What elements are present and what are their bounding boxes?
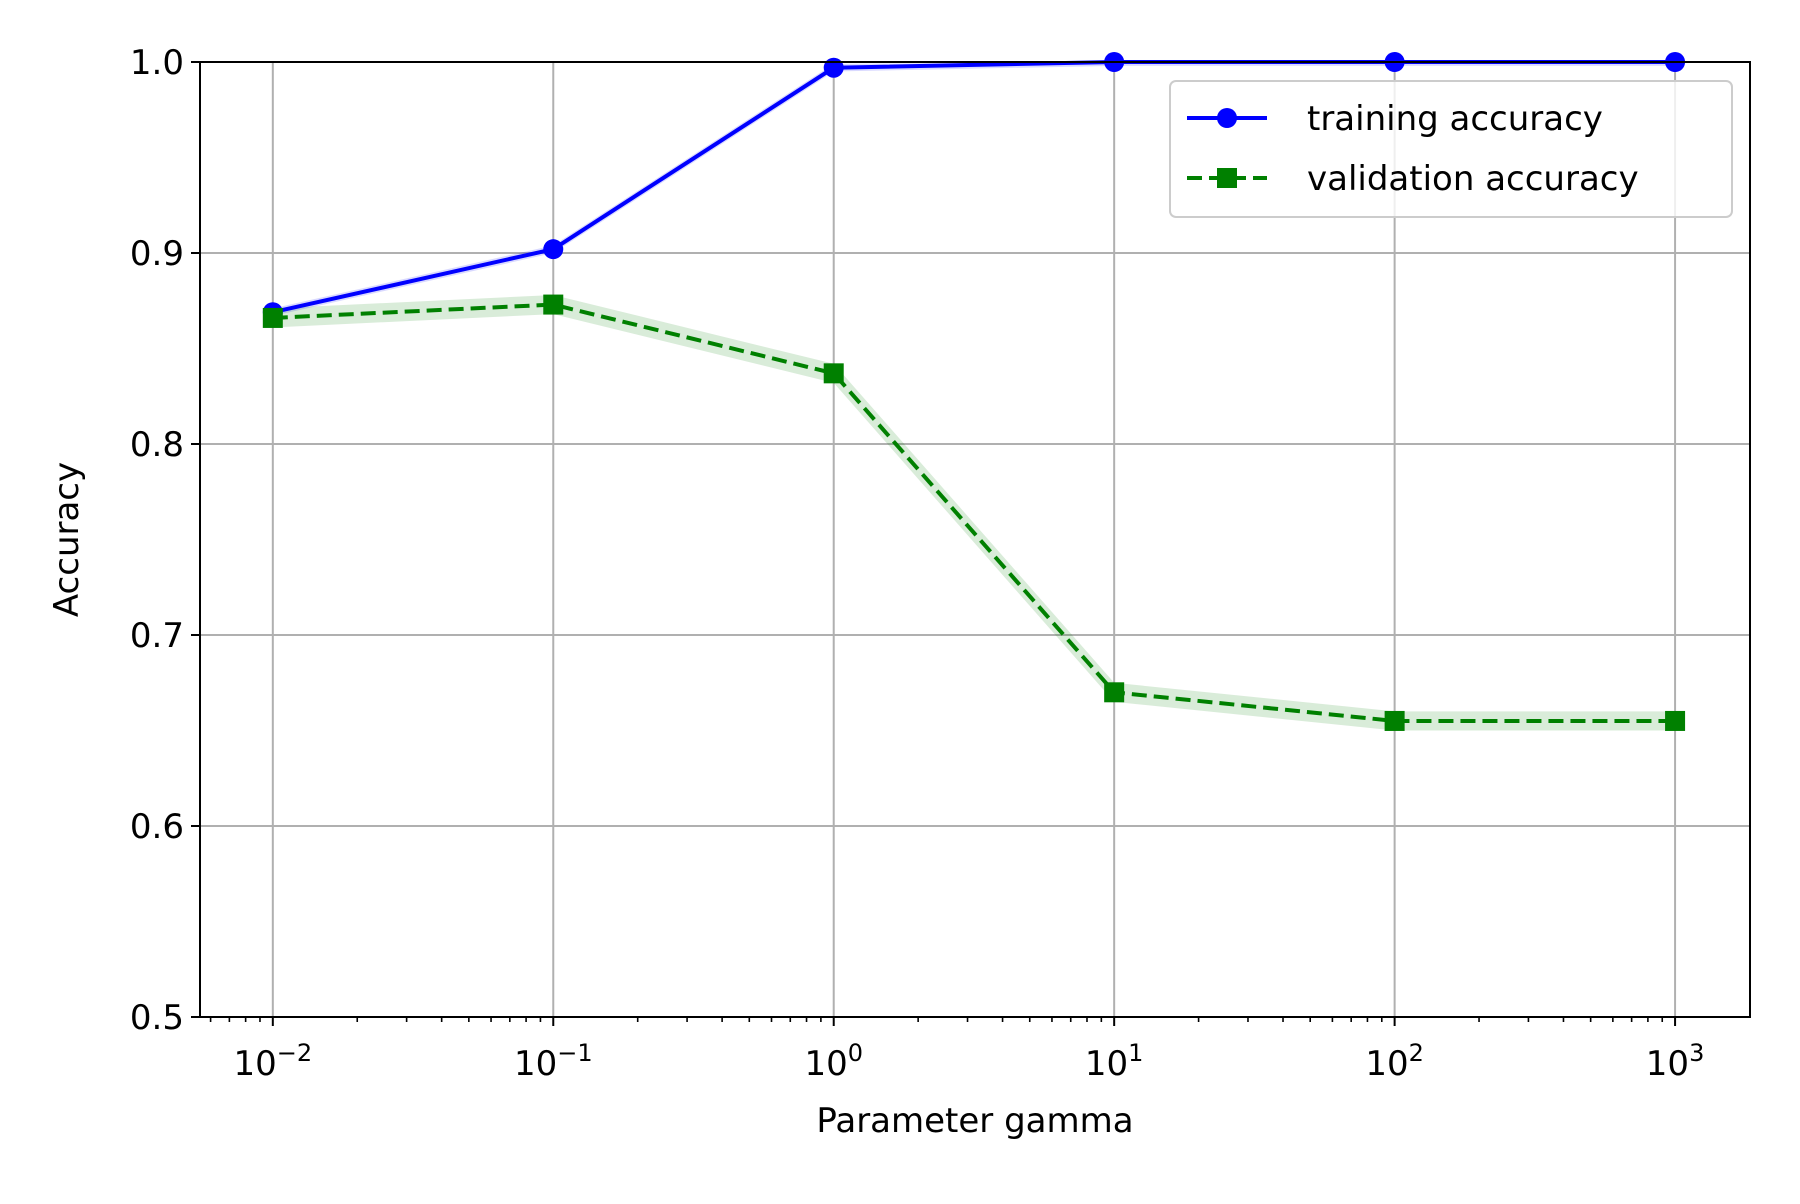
validation-point xyxy=(1104,682,1125,703)
training-point xyxy=(543,239,564,260)
x-tick-label: 103 xyxy=(1646,1039,1705,1084)
x-axis-title: Parameter gamma xyxy=(816,1101,1133,1141)
validation-point xyxy=(823,363,844,384)
x-tick-base: 10 xyxy=(233,1044,276,1084)
validation-point xyxy=(262,307,283,328)
x-tick-exponent: −2 xyxy=(277,1039,312,1067)
x-tick-label: 102 xyxy=(1365,1039,1424,1084)
training-legend-marker xyxy=(1217,108,1237,128)
x-tick-base: 10 xyxy=(1365,1044,1408,1084)
series-markers xyxy=(262,52,1686,731)
plot-frame xyxy=(199,61,1751,1018)
x-tick-base: 10 xyxy=(1085,1044,1128,1084)
x-tick-label: 101 xyxy=(1085,1039,1144,1084)
y-tick-label: 0.7 xyxy=(130,616,184,656)
x-tick-exponent: −1 xyxy=(557,1039,592,1067)
validation-point xyxy=(543,294,564,315)
x-tick-exponent: 1 xyxy=(1128,1039,1143,1067)
x-tick-label: 10−2 xyxy=(233,1039,312,1084)
y-tick-label: 0.6 xyxy=(130,807,184,847)
training-point xyxy=(823,57,844,78)
x-tick-label: 10−1 xyxy=(514,1039,593,1084)
x-tick-base: 10 xyxy=(514,1044,557,1084)
x-tick-base: 10 xyxy=(1646,1044,1689,1084)
y-tick-label: 0.5 xyxy=(130,998,184,1038)
validation-legend-label: validation accuracy xyxy=(1307,159,1639,199)
y-axis-title: Accuracy xyxy=(47,462,87,617)
y-tick-label: 0.8 xyxy=(130,425,184,465)
x-tick-base: 10 xyxy=(804,1044,847,1084)
legend: training accuracy validation accuracy xyxy=(1169,80,1733,218)
legend-frame xyxy=(1169,80,1733,218)
validation-line xyxy=(272,302,1676,723)
validation-point xyxy=(1665,710,1686,731)
x-tick-exponent: 3 xyxy=(1689,1039,1704,1067)
x-tick-exponent: 0 xyxy=(848,1039,863,1067)
x-tick-label: 100 xyxy=(804,1039,863,1084)
y-tick-label: 1.0 xyxy=(130,43,184,83)
x-tick-exponent: 2 xyxy=(1409,1039,1424,1067)
training-legend-label: training accuracy xyxy=(1307,99,1603,139)
validation-point xyxy=(1384,710,1405,731)
validation-legend-marker xyxy=(1217,168,1237,188)
axis-ticks xyxy=(191,61,1677,1026)
y-tick-label: 0.9 xyxy=(130,234,184,274)
